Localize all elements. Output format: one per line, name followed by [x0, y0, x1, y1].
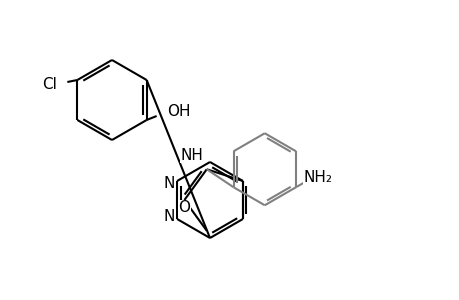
Text: OH: OH [166, 104, 190, 119]
Text: NH₂: NH₂ [303, 170, 332, 185]
Text: N: N [163, 209, 174, 224]
Text: O: O [178, 200, 190, 215]
Text: Cl: Cl [42, 76, 57, 92]
Text: NH: NH [180, 148, 203, 163]
Text: N: N [163, 176, 174, 190]
